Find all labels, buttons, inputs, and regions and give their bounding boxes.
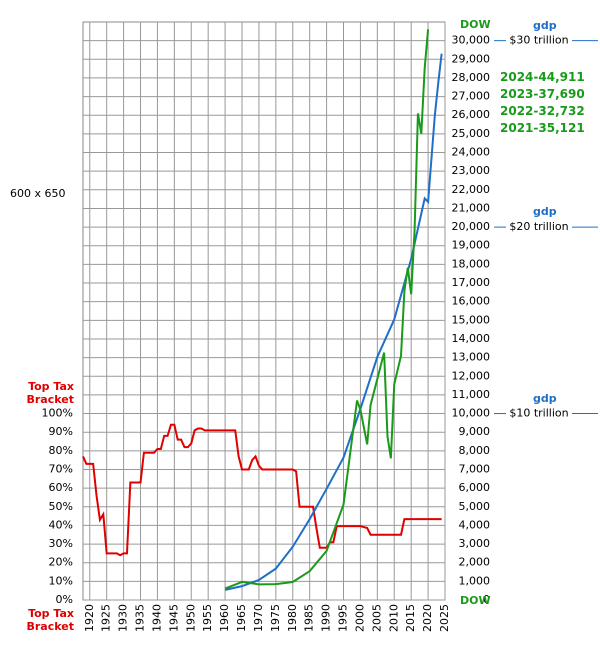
- y2-tick-label: 22,000: [452, 183, 491, 196]
- y-tick-label: 10%: [49, 574, 73, 587]
- gdp-title: gdp: [533, 18, 557, 32]
- y2-tick-label: 10,000: [452, 407, 491, 420]
- y-tick-label: 80%: [49, 444, 73, 457]
- y2-tick-label: 18,000: [452, 257, 491, 270]
- y2-tick-label: 15,000: [452, 313, 491, 326]
- y-tick-label: 100%: [42, 407, 73, 420]
- x-tick-label: 1975: [269, 604, 282, 632]
- x-tick-label: 1965: [235, 604, 248, 632]
- plot-area: [82, 21, 446, 601]
- y-tick-label: 20%: [49, 556, 73, 569]
- gdp-title: gdp: [533, 205, 557, 219]
- x-tick-label: 1950: [184, 604, 197, 632]
- annotation: 2022-32,732: [500, 104, 585, 118]
- y2-tick-label: 25,000: [452, 127, 491, 140]
- x-tick-label: 2010: [387, 604, 400, 632]
- y-tick-label: 60%: [49, 481, 73, 494]
- y2-tick-label: 1,000: [459, 574, 491, 587]
- x-tick-label: 1925: [100, 604, 113, 632]
- y-tick-label: 50%: [49, 500, 73, 513]
- y2-tick-label: 26,000: [452, 108, 491, 121]
- dow-axis-title: DOW: [460, 18, 491, 31]
- y2-tick-label: 29,000: [452, 52, 491, 65]
- y-tick-label: 30%: [49, 537, 73, 550]
- x-tick-label: 1940: [150, 604, 163, 632]
- annotation: 2023-37,690: [500, 87, 585, 101]
- y2-tick-label: 28,000: [452, 71, 491, 84]
- x-tick-label: 1945: [167, 604, 180, 632]
- y2-tick-label: 17,000: [452, 276, 491, 289]
- gdp-label: $10 trillion: [509, 407, 568, 420]
- dow-axis-title-bottom: DOW: [460, 594, 491, 607]
- y2-tick-label: 3,000: [459, 537, 491, 550]
- y2-tick-label: 20,000: [452, 220, 491, 233]
- y2-tick-label: 27,000: [452, 90, 491, 103]
- y-tick-label: 90%: [49, 425, 73, 438]
- x-tick-label: 2020: [421, 604, 434, 632]
- y2-tick-label: 8,000: [459, 444, 491, 457]
- y2-tick-label: 9,000: [459, 425, 491, 438]
- annotation: 2024-44,911: [500, 70, 585, 84]
- gdp-label: $30 trillion: [509, 34, 568, 47]
- y2-tick-label: 4,000: [459, 518, 491, 531]
- x-tick-label: 1980: [286, 604, 299, 632]
- x-tick-label: 1970: [252, 604, 265, 632]
- x-tick-label: 1990: [320, 604, 333, 632]
- x-tick-label: 1985: [303, 604, 316, 632]
- x-tick-label: 1920: [83, 604, 96, 632]
- x-tick-label: 2005: [370, 604, 383, 632]
- y2-tick-label: 11,000: [452, 388, 491, 401]
- x-tick-label: 1935: [134, 604, 147, 632]
- size-label: 600 x 650: [10, 187, 66, 200]
- gdp-label: $20 trillion: [509, 220, 568, 233]
- annotation: 2021-35,121: [500, 121, 585, 135]
- y2-tick-label: 23,000: [452, 164, 491, 177]
- y2-tick-label: 0: [483, 593, 490, 606]
- y2-tick-label: 13,000: [452, 351, 491, 364]
- y2-tick-label: 30,000: [452, 34, 491, 47]
- y2-tick-label: 21,000: [452, 201, 491, 214]
- tax-axis-title: Top Tax Bracket: [26, 380, 75, 406]
- y2-tick-label: 16,000: [452, 295, 491, 308]
- y-tick-label: 70%: [49, 462, 73, 475]
- y2-tick-label: 14,000: [452, 332, 491, 345]
- y-tick-label: 40%: [49, 518, 73, 531]
- y2-tick-label: 7,000: [459, 462, 491, 475]
- x-tick-label: 1960: [218, 604, 231, 632]
- x-tick-label: 1930: [117, 604, 130, 632]
- x-tick-label: 2025: [438, 604, 451, 632]
- gdp-title: gdp: [533, 391, 557, 405]
- line-1: [224, 53, 443, 591]
- y2-tick-label: 24,000: [452, 146, 491, 159]
- y2-tick-label: 2,000: [459, 556, 491, 569]
- y2-tick-label: 6,000: [459, 481, 491, 494]
- y2-tick-label: 12,000: [452, 369, 491, 382]
- tax-axis-title-bottom: Top Tax Bracket: [26, 607, 75, 633]
- x-tick-label: 1955: [201, 604, 214, 632]
- y2-tick-label: 19,000: [452, 239, 491, 252]
- x-tick-label: 2015: [404, 604, 417, 632]
- line-2: [224, 29, 430, 590]
- x-tick-label: 2000: [353, 604, 366, 632]
- y2-tick-label: 5,000: [459, 500, 491, 513]
- y-tick-label: 0%: [56, 593, 73, 606]
- x-tick-label: 1995: [337, 604, 350, 632]
